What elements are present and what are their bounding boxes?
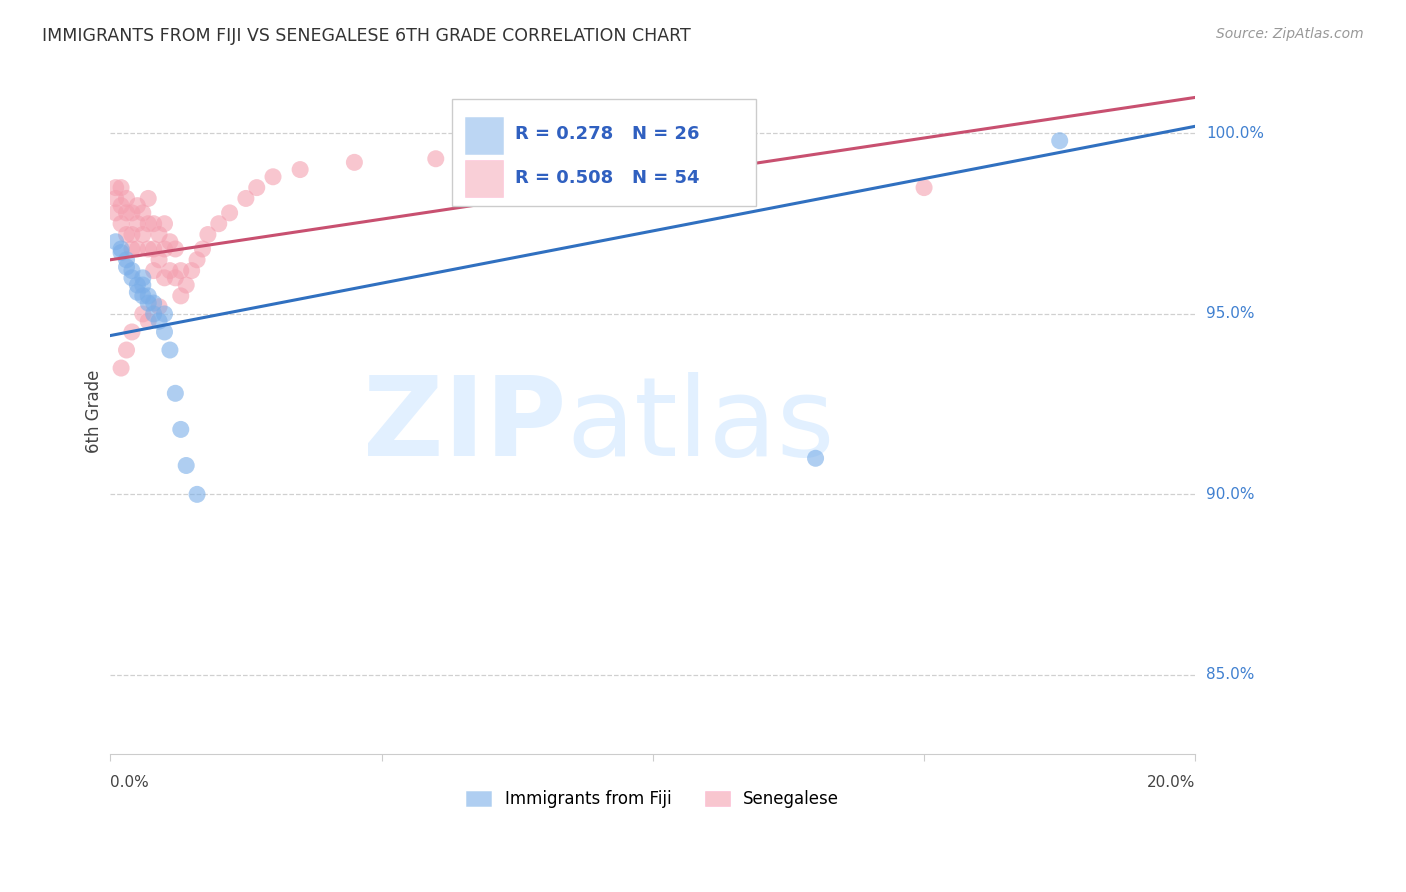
Point — [121, 270, 143, 285]
Point — [159, 343, 181, 357]
Text: Source: ZipAtlas.com: Source: ZipAtlas.com — [1216, 27, 1364, 41]
Point — [208, 217, 231, 231]
Point — [121, 227, 143, 242]
Point — [136, 314, 159, 328]
FancyBboxPatch shape — [453, 99, 756, 206]
Point — [142, 307, 165, 321]
Point — [115, 227, 138, 242]
Point — [115, 260, 138, 274]
Point — [170, 422, 193, 436]
Point — [110, 245, 132, 260]
Point — [186, 252, 208, 267]
Point — [148, 300, 170, 314]
Point — [121, 263, 143, 277]
Point — [115, 206, 138, 220]
Point — [115, 191, 138, 205]
Point — [180, 263, 202, 277]
FancyBboxPatch shape — [465, 160, 503, 197]
Point — [153, 307, 176, 321]
Point — [110, 217, 132, 231]
Point — [191, 242, 214, 256]
Text: 0.0%: 0.0% — [110, 775, 149, 789]
Point — [148, 252, 170, 267]
Point — [246, 180, 269, 194]
Point — [104, 235, 127, 249]
Text: R = 0.278   N = 26: R = 0.278 N = 26 — [515, 126, 700, 144]
Point — [104, 206, 127, 220]
Point — [170, 289, 193, 303]
Point — [912, 180, 935, 194]
Point — [115, 343, 138, 357]
Text: 90.0%: 90.0% — [1206, 487, 1256, 502]
Point — [425, 152, 447, 166]
Point — [186, 487, 208, 501]
Text: 85.0%: 85.0% — [1206, 667, 1254, 682]
Point — [153, 242, 176, 256]
Point — [159, 263, 181, 277]
Text: R = 0.508   N = 54: R = 0.508 N = 54 — [515, 169, 700, 187]
Point — [262, 169, 284, 184]
Point — [110, 242, 132, 256]
Point — [142, 217, 165, 231]
Point — [127, 285, 149, 300]
Point — [174, 458, 197, 473]
Point — [121, 242, 143, 256]
Text: 20.0%: 20.0% — [1147, 775, 1195, 789]
Point — [136, 242, 159, 256]
Point — [165, 386, 187, 401]
Point — [153, 325, 176, 339]
Point — [127, 278, 149, 293]
Point — [121, 206, 143, 220]
Point — [104, 191, 127, 205]
Point — [136, 296, 159, 310]
Text: 95.0%: 95.0% — [1206, 307, 1256, 321]
Point — [132, 206, 155, 220]
Point — [1049, 134, 1071, 148]
Point — [148, 314, 170, 328]
Point — [142, 296, 165, 310]
Point — [132, 307, 155, 321]
Text: 100.0%: 100.0% — [1206, 126, 1264, 141]
Point — [165, 270, 187, 285]
Point — [153, 270, 176, 285]
Point — [136, 217, 159, 231]
Point — [235, 191, 257, 205]
Point — [110, 199, 132, 213]
Point — [165, 242, 187, 256]
Point — [170, 263, 193, 277]
Point — [174, 278, 197, 293]
Point — [142, 242, 165, 256]
Point — [132, 289, 155, 303]
Point — [110, 361, 132, 376]
Legend: Immigrants from Fiji, Senegalese: Immigrants from Fiji, Senegalese — [460, 783, 846, 814]
Point — [115, 252, 138, 267]
Y-axis label: 6th Grade: 6th Grade — [86, 369, 103, 453]
Point — [132, 227, 155, 242]
Point — [343, 155, 366, 169]
Point — [132, 278, 155, 293]
Point — [136, 289, 159, 303]
Point — [136, 191, 159, 205]
Point — [127, 199, 149, 213]
Point — [197, 227, 219, 242]
Point — [804, 451, 827, 466]
FancyBboxPatch shape — [465, 117, 503, 154]
Text: IMMIGRANTS FROM FIJI VS SENEGALESE 6TH GRADE CORRELATION CHART: IMMIGRANTS FROM FIJI VS SENEGALESE 6TH G… — [42, 27, 690, 45]
Point — [142, 263, 165, 277]
Point — [148, 227, 170, 242]
Point — [127, 242, 149, 256]
Point — [159, 235, 181, 249]
Point — [121, 325, 143, 339]
Point — [218, 206, 240, 220]
Text: ZIP: ZIP — [363, 372, 567, 479]
Point — [104, 180, 127, 194]
Point — [110, 180, 132, 194]
Point — [127, 217, 149, 231]
Text: atlas: atlas — [567, 372, 835, 479]
Point — [288, 162, 311, 177]
Point — [132, 270, 155, 285]
Point — [153, 217, 176, 231]
